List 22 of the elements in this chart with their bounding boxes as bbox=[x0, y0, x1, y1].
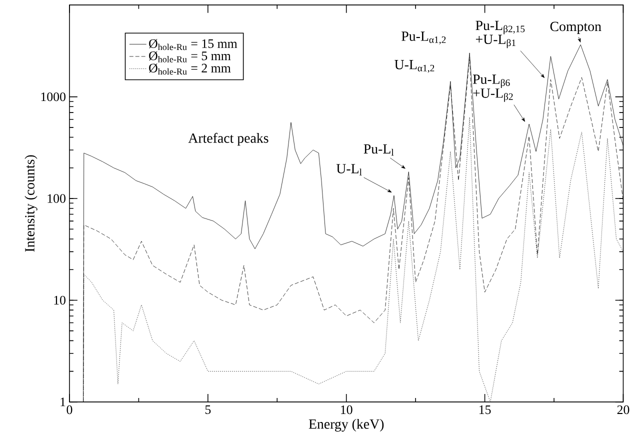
annotation: Pu-L$_{α1,2}$ bbox=[402, 32, 446, 45]
x-tick-label: 5 bbox=[205, 406, 211, 414]
y-tick-label: 10 bbox=[54, 296, 66, 305]
y-axis-title: Intensity (counts) bbox=[24, 155, 38, 252]
x-axis-title: Energy (keV) bbox=[308, 419, 384, 432]
x-tick-label: 20 bbox=[617, 406, 630, 414]
x-tick-label: 15 bbox=[479, 406, 491, 414]
annotation: Pu-L$_{l}$ bbox=[364, 144, 394, 156]
annotation: Pu-L$_{β6}$ +U-L$_{β2}$ bbox=[472, 74, 513, 102]
legend-label: Ø$_{hole-Ru}$ = 2 mm bbox=[149, 64, 231, 75]
annotation: Artefact peaks bbox=[188, 133, 268, 146]
y-tick-label: 1 bbox=[60, 398, 66, 406]
annotation: U-L$_{l}$ bbox=[336, 164, 362, 176]
annotation: Pu-L$_{β2,15}$ +U-L$_{β1}$ bbox=[476, 21, 525, 48]
legend-label: Ø$_{hole-Ru}$ = 15 mm bbox=[149, 39, 238, 50]
x-tick-label: 10 bbox=[341, 406, 352, 414]
y-tick-label: 1000 bbox=[41, 92, 66, 102]
legend-label: Ø$_{hole-Ru}$ = 5 mm bbox=[149, 52, 231, 63]
annotation: Compton bbox=[550, 22, 602, 34]
annotation: U-L$_{α1,2}$ bbox=[394, 60, 434, 73]
x-tick-label: 0 bbox=[66, 406, 72, 414]
y-tick-label: 100 bbox=[48, 194, 66, 204]
